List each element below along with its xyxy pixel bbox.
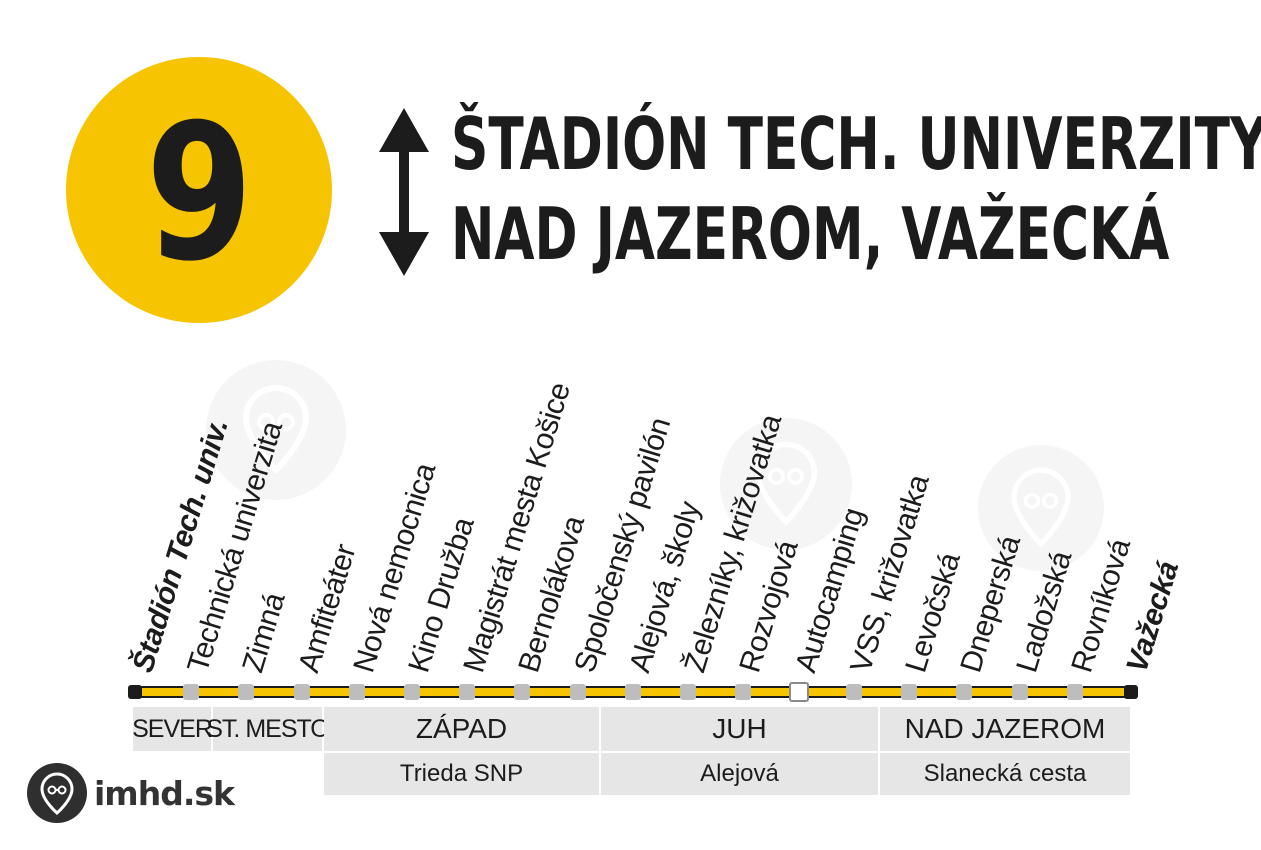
zone-nad-jazerom: NAD JAZEROM — [880, 707, 1130, 751]
stop-marker — [1067, 684, 1083, 700]
stop-marker — [459, 684, 475, 700]
route-title-line-1: ŠTADIÓN TECH. UNIVERZITY — [451, 102, 1261, 186]
street-zapad: Trieda SNP — [324, 753, 599, 795]
stop-marker — [570, 684, 586, 700]
route-title-line-2: NAD JAZEROM, VAŽECKÁ — [451, 192, 1170, 276]
logo-text: imhd.sk — [94, 773, 235, 813]
route-number: 9 — [145, 84, 253, 303]
stop-marker — [846, 684, 862, 700]
watermark-logo-icon — [978, 445, 1104, 571]
stop-marker — [956, 684, 972, 700]
stop-marker — [735, 684, 751, 700]
zone-st-mesto: ST. MESTO — [206, 707, 330, 751]
zone-zapad: ZÁPAD — [324, 707, 599, 751]
stop-marker — [514, 684, 530, 700]
stop-marker — [625, 684, 641, 700]
street-nad-jazerom: Slanecká cesta — [880, 753, 1130, 795]
street-juh: Alejová — [601, 753, 878, 795]
stop-marker — [349, 684, 365, 700]
route-number-badge: 9 — [66, 57, 332, 323]
terminal-stop-marker — [128, 685, 142, 699]
bidirectional-arrow-icon — [379, 108, 429, 276]
stop-marker — [680, 684, 696, 700]
stop-marker — [183, 684, 199, 700]
zone-sever: SEVER — [132, 707, 213, 751]
request-stop-marker — [789, 682, 809, 702]
watermark-logo-icon — [720, 418, 852, 550]
stop-marker — [404, 684, 420, 700]
stop-marker — [1012, 684, 1028, 700]
terminal-stop-marker — [1124, 685, 1138, 699]
zone-juh: JUH — [601, 707, 878, 751]
stop-marker — [238, 684, 254, 700]
stop-marker — [901, 684, 917, 700]
watermark-logo-icon — [206, 360, 346, 500]
stop-marker — [294, 684, 310, 700]
imhd-logo-icon — [27, 763, 87, 823]
imhd-logo: imhd.sk — [27, 763, 235, 823]
